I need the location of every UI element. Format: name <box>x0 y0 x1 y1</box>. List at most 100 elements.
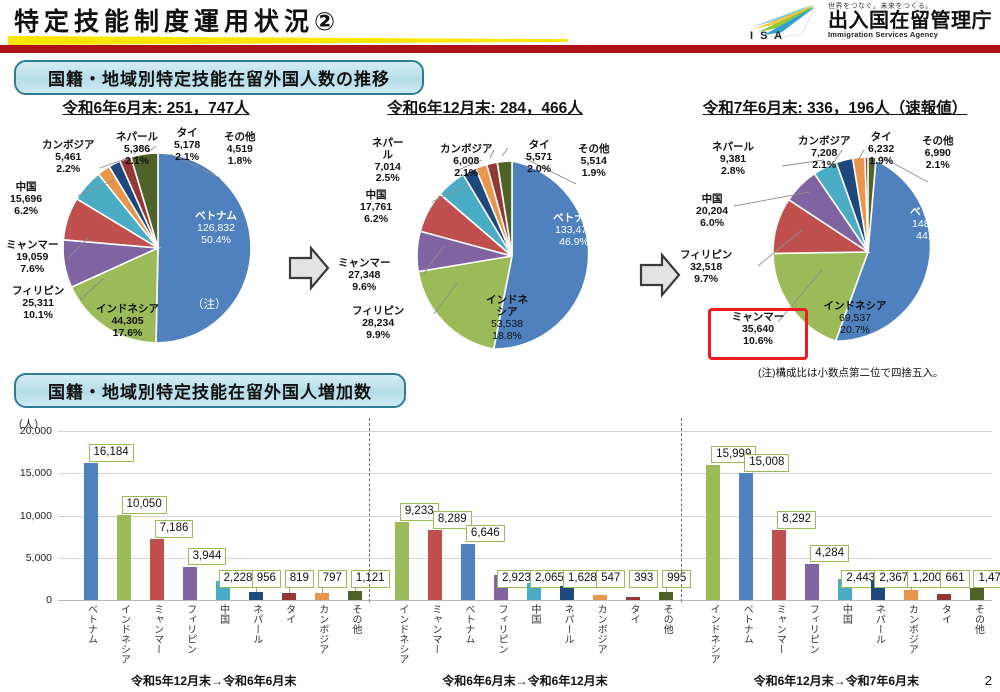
pie1-inner-note: （注） <box>192 299 227 311</box>
pie3-label-cambodia: カンボジア 7,208 2.1% <box>798 135 851 171</box>
x-axis-category-label: インドネシア <box>708 604 720 664</box>
bar <box>248 591 263 600</box>
agency-logo: I S A 世界をつなぐ。未来をつくる。 出入国在留管理庁 Immigratio… <box>748 1 992 42</box>
bar <box>937 594 952 600</box>
x-axis-category-label: その他 <box>972 604 984 634</box>
bar-value-callout: 797 <box>317 570 347 588</box>
y-axis-tick: 20,000 <box>19 425 52 437</box>
pie3-label-indonesia: インドネシア 69,537 20.7% <box>823 300 887 337</box>
gridline <box>58 431 992 432</box>
pie2-label-nepal: ネパー ル 7,014 2.5% <box>372 137 404 185</box>
x-axis-category-label: カンボジア <box>316 604 328 654</box>
x-axis-category-label: フィリピン <box>495 604 507 654</box>
callout-leader-line <box>255 587 257 592</box>
pie1-label-other: その他 4,519 1.8% <box>224 131 256 167</box>
y-axis-tick: 0 <box>46 594 52 606</box>
x-axis-category-label: ベトナム <box>85 604 97 644</box>
bar-value-callout: 2,065 <box>530 570 569 588</box>
bar <box>805 563 820 600</box>
x-axis-category-label: 中国 <box>529 604 540 624</box>
x-axis-category-label: 中国 <box>840 604 852 624</box>
bar-value-callout: 956 <box>251 570 281 588</box>
bar <box>739 473 754 600</box>
bar-value-callout: 2,367 <box>874 570 914 588</box>
callout-leader-line <box>288 587 290 594</box>
logo-tagline: 世界をつなぐ。未来をつくる。 <box>828 3 933 11</box>
pie3-label-other: その他 6,990 2.1% <box>922 135 954 171</box>
bar-value-callout: 2,228 <box>218 570 258 588</box>
pie2-label-thailand: タイ 5,571 2.0% <box>526 139 553 175</box>
callout-leader-line <box>911 587 913 590</box>
x-axis-category-label: ベトナム <box>741 604 753 644</box>
isa-logo-icon: I S A <box>748 1 822 42</box>
y-axis-tick: 5,000 <box>25 551 52 564</box>
pie-svg-2024-12 <box>416 147 590 351</box>
pie2-label-vietnam: ベトナム 133,478 46.9% <box>553 212 595 249</box>
bar-value-callout: 9,233 <box>399 502 439 521</box>
bar <box>970 587 985 600</box>
pie-svg-2024-06 <box>62 145 252 344</box>
x-axis-category-label: その他 <box>661 604 673 634</box>
pie1-label-philippines: フィリピン 25,311 10.1% <box>12 285 65 321</box>
bar <box>314 593 329 600</box>
x-axis-category-label: ベトナム <box>462 604 474 644</box>
gridline <box>58 473 992 475</box>
bar-value-callout: 16,184 <box>88 444 134 462</box>
pie3-label-thailand: タイ 6,232 1.9% <box>868 131 895 167</box>
bar <box>626 596 641 600</box>
isa-abbr: I S A <box>750 30 785 42</box>
callout-leader-line <box>321 587 323 594</box>
pie2-label-indonesia: インドネ シア 53,538 18.8% <box>486 294 528 343</box>
x-axis-category-label: タイ <box>628 604 640 624</box>
group-separator <box>680 418 682 602</box>
bar-value-callout: 547 <box>596 570 626 588</box>
x-axis-category-label: ミャンマー <box>151 604 163 654</box>
x-axis-category-label: カンボジア <box>595 604 607 654</box>
bar-value-callout: 2,923 <box>496 570 536 588</box>
y-axis-tick: 15,000 <box>19 467 52 480</box>
pie2-label-china: 中国 17,761 6.2% <box>360 189 393 225</box>
bar-value-callout: 10,050 <box>121 496 167 514</box>
x-axis-category-label: その他 <box>349 604 361 634</box>
bar-value-callout: 15,008 <box>744 454 790 472</box>
pie1-label-thailand: タイ 5,178 2.1% <box>174 127 201 163</box>
callout-leader-line <box>666 587 668 592</box>
pie2-label-philippines: フィリピン 28,234 9.9% <box>352 305 405 341</box>
bar-group-label: 令和6年6月末→令和6年12月末 <box>442 674 608 688</box>
pie2-label-other: その他 5,514 1.9% <box>578 143 610 179</box>
header-yellow-band <box>8 36 568 45</box>
logo-name-en: Immigration Services Agency <box>828 30 939 40</box>
x-axis-category-label: タイ <box>939 604 951 624</box>
myanmar-highlight-box <box>708 308 808 360</box>
bar-value-callout: 8,289 <box>432 510 472 529</box>
bar <box>460 543 475 600</box>
bar-value-callout: 995 <box>662 570 692 588</box>
pie-svg-2025-06 <box>733 149 932 343</box>
group-separator <box>369 418 371 602</box>
x-axis-category-label: ネパール <box>250 604 262 644</box>
page-title: 特定技能制度運用状況② <box>14 8 341 36</box>
x-axis-category-label: フィリピン <box>184 604 196 654</box>
pie1-label-cambodia: カンボジア 5,461 2.2% <box>42 139 95 175</box>
header-red-bar <box>0 45 1000 53</box>
bar-value-callout: 3,944 <box>187 547 227 566</box>
pie-title-2025-06: 令和7年6月末: 336，196人（速報値） <box>702 100 968 117</box>
x-axis-category-label: インドネシア <box>396 604 408 664</box>
bar-chart-increase: （人） 0 5,000 10,000 15,000 20,000 16,184 ベトナム 10… <box>0 414 1000 692</box>
x-axis-category-label: カンボジア <box>906 604 918 654</box>
callout-leader-line <box>354 587 356 591</box>
x-axis-category-label: ネパール <box>873 604 885 644</box>
pie1-label-indonesia: インドネシア 44,305 17.6% <box>96 303 159 339</box>
bar <box>116 515 131 600</box>
x-axis-category-label: インドネシア <box>118 604 130 664</box>
pie-title-2024-06: 令和6年6月末: 251，747人 <box>62 100 250 117</box>
pie-footnote: (注)構成比は小数点第二位で四捨五入。 <box>758 367 944 379</box>
pie1-label-myanmar: ミャンマー 19,059 7.6% <box>6 239 59 275</box>
y-axis-tick: 10,000 <box>19 509 52 522</box>
gridline <box>58 557 992 559</box>
axis-baseline <box>58 600 992 602</box>
arrow-right-icon-2 <box>638 252 682 298</box>
pie3-label-vietnam: ベトナム 148,486 44.2% <box>910 206 952 243</box>
arrow-right-icon-1 <box>287 245 331 291</box>
